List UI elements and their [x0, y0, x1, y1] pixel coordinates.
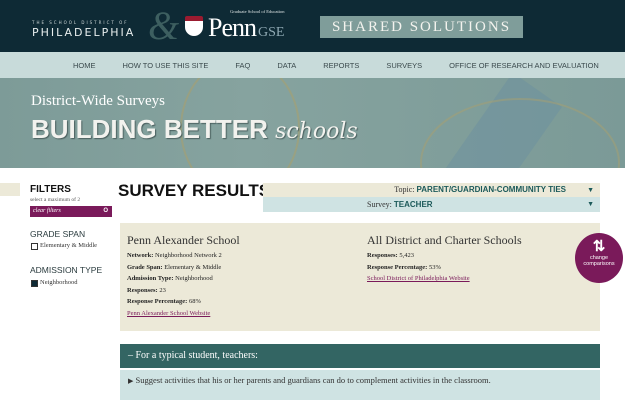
nav-data[interactable]: DATA	[277, 60, 297, 70]
option-label: Neighborhood	[40, 279, 78, 286]
penn-logo: Penn	[208, 13, 257, 42]
school-website-link[interactable]: Penn Alexander School Website	[127, 309, 211, 317]
school-admission: Admission Type: Neighborhood	[127, 275, 213, 282]
nav-office[interactable]: OFFICE OF RESEARCH AND EVALUATION	[449, 60, 599, 70]
penn-wordmark: Penn GSE	[208, 15, 284, 41]
ampersand: &	[148, 3, 180, 48]
nav-home[interactable]: HOME	[73, 60, 96, 70]
question-item[interactable]: ▶ Suggest activities that his or her par…	[120, 370, 600, 400]
swap-icon: ⇅	[592, 238, 606, 255]
grade-span-option[interactable]: Elementary & Middle	[31, 242, 97, 250]
checkbox[interactable]	[31, 242, 38, 250]
school-info: Penn Alexander School Network: Neighborh…	[127, 233, 240, 319]
district-website-link[interactable]: School District of Philadelphia Website	[367, 275, 470, 282]
chevron-down-icon: ▼	[587, 186, 594, 194]
decorative-strip	[0, 183, 20, 196]
banner-title-text: BUILDING BETTER	[31, 114, 268, 144]
question-group-header[interactable]: – For a typical student, teachers:	[120, 344, 600, 368]
option-label: Elementary & Middle	[40, 242, 98, 249]
shared-solutions-logo[interactable]: SHARED SOLUTIONS	[320, 16, 523, 38]
topic-select[interactable]: Topic: PARENT/GUARDIAN-COMMUNITY TIES ▼	[263, 183, 600, 197]
grade-span-heading: GRADE SPAN	[30, 229, 86, 239]
change-label: change	[589, 255, 609, 261]
penn-subtitle: Graduate School of Education	[230, 9, 285, 14]
nav-reports[interactable]: REPORTS	[323, 60, 360, 70]
banner-subtitle: District-Wide Surveys	[31, 93, 165, 109]
penn-shield-icon	[185, 16, 203, 36]
clear-filters-button[interactable]: clear filters O	[30, 206, 112, 217]
map-road	[420, 98, 620, 168]
filters-hint: select a maximum of 2	[30, 197, 81, 203]
nav-faq[interactable]: FAQ	[235, 60, 251, 70]
school-response-pct: Response Percentage: 68%	[127, 298, 201, 305]
comparison-panel: Penn Alexander School Network: Neighborh…	[120, 223, 600, 331]
nav-how-to-use[interactable]: HOW TO USE THIS SITE	[122, 60, 209, 70]
district-logo-line1[interactable]: THE SCHOOL DISTRICT OF	[32, 20, 129, 25]
topic-value: PARENT/GUARDIAN-COMMUNITY TIES	[416, 185, 566, 194]
school-responses: Responses: 23	[127, 286, 166, 294]
district-responses: Responses: 5,423	[367, 252, 414, 259]
banner-title: BUILDING BETTER schools	[31, 114, 358, 147]
school-network: Network: Neighborhood Network 2	[127, 252, 222, 259]
gse-logo: GSE	[258, 25, 285, 40]
page-title: SURVEY RESULTS	[118, 181, 271, 200]
map-banner	[0, 78, 625, 168]
district-logo[interactable]: PHILADELPHIA	[32, 26, 136, 39]
main-nav: HOME HOW TO USE THIS SITE FAQ DATA REPOR…	[0, 52, 625, 78]
filters-heading: FILTERS	[30, 184, 71, 195]
clear-icon: O	[103, 208, 108, 214]
chevron-down-icon: ▼	[587, 200, 594, 208]
checkbox[interactable]	[31, 279, 38, 287]
banner-title-script: schools	[275, 119, 358, 144]
school-name: Penn Alexander School	[127, 233, 240, 247]
nav-surveys[interactable]: SURVEYS	[386, 60, 423, 70]
caret-right-icon: ▶	[128, 377, 134, 385]
map-road	[180, 78, 300, 168]
district-response-pct: Response Percentage: 53%	[367, 263, 441, 271]
penn-gse-logo[interactable]: Graduate School of Education Penn GSE	[208, 9, 284, 41]
clear-filters-label: clear filters	[33, 208, 61, 214]
admission-type-heading: ADMISSION TYPE	[30, 265, 103, 275]
district-info: All District and Charter Schools Respons…	[367, 233, 522, 285]
change-comparisons-button[interactable]: ⇅ change comparisons	[575, 233, 623, 283]
comparisons-label: comparisons	[583, 261, 615, 267]
school-grade-span: Grade Span: Elementary & Middle	[127, 263, 222, 271]
survey-value: TEACHER	[393, 200, 433, 209]
district-name: All District and Charter Schools	[367, 233, 522, 247]
question-text: Suggest activities that his or her paren…	[135, 375, 491, 385]
survey-select[interactable]: Survey: TEACHER ▼	[263, 197, 600, 212]
admission-option[interactable]: Neighborhood	[31, 279, 78, 287]
survey-label: Survey:	[367, 200, 392, 209]
topic-label: Topic:	[394, 185, 415, 194]
